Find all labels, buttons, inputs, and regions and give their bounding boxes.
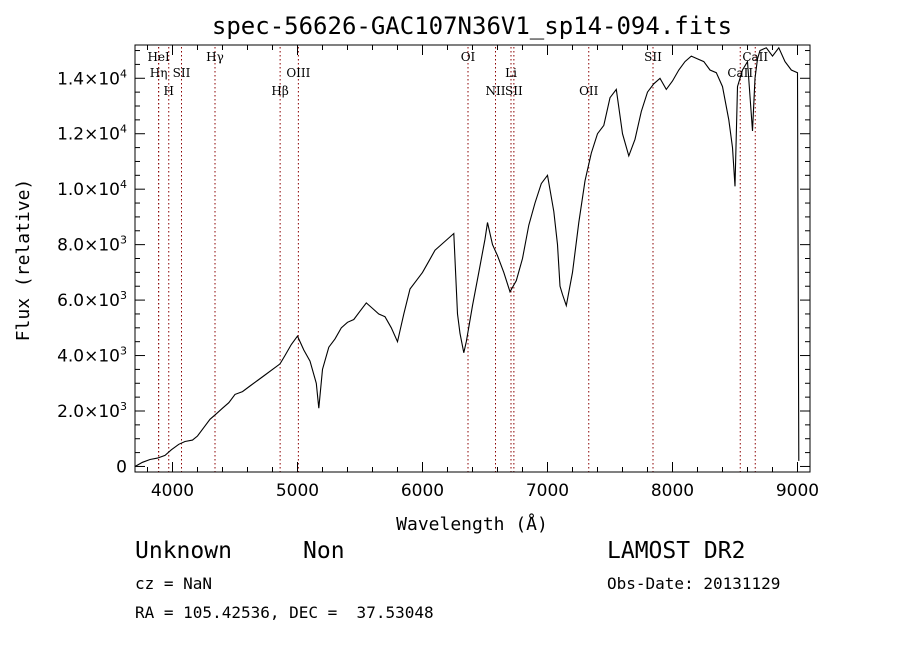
ticks-layer: 4000 5000 6000 7000 8000 9000 0 2.0×103 4.0×103 6… [57,45,819,501]
x-tick-label: 9000 [776,481,819,501]
y-tick-exponent: 4 [120,123,127,136]
spectral-line-label: HeI [147,50,170,64]
spectral-line-label: Li [505,66,517,80]
series-layer [134,46,800,467]
spectrum-line [134,46,800,467]
y-tick-exponent: 3 [120,234,127,247]
y-tick-exponent: 4 [120,67,127,80]
spectral-line-label: Hγ [206,50,224,64]
survey-name: LAMOST DR2 [607,538,746,564]
spectral-line-label: CaII [727,66,753,80]
x-tick-label: 7000 [526,481,569,501]
object-class: Unknown [135,538,232,564]
y-tick-label: 0 [116,457,127,477]
spectral-line-label: Hβ [271,84,288,98]
y-axis-label: Flux (relative) [13,179,34,342]
spectral-line-label: OI [461,50,476,64]
y-tick-label: 6.0×103 [57,289,127,311]
x-axis-label: Wavelength (Å) [396,513,548,535]
y-tick-label: 1.4×104 [57,67,127,89]
y-tick-exponent: 4 [120,178,127,191]
spectral-line-label: H [164,84,174,98]
y-tick-exponent: 3 [120,289,127,302]
spectral-line-label: Hη [150,66,168,80]
obs-date: Obs-Date: 20131129 [607,574,781,593]
coordinates: RA = 105.42536, DEC = 37.53048 [135,603,434,622]
y-tick-label: 2.0×103 [57,400,127,422]
object-subclass: Non [303,538,345,564]
y-tick-exponent: 3 [120,345,127,358]
spectral-line-label: SII [644,50,662,64]
spectral-line-label: SII [173,66,191,80]
spectral-line-label: NII [486,84,506,98]
redshift-cz: cz = NaN [135,574,213,593]
x-tick-label: 6000 [401,481,444,501]
x-tick-label: 4000 [151,481,194,501]
spectral-line-label: SII [505,84,523,98]
x-tick-label: 8000 [651,481,694,501]
plot-frame [134,44,811,473]
spectral-line-label: CaII [742,50,768,64]
y-tick-exponent: 3 [120,400,127,413]
x-tick-label: 5000 [276,481,319,501]
spectral-line-label: OIII [286,66,310,80]
spectral-line-label: OII [579,84,599,98]
y-tick-label: 1.2×104 [57,123,127,145]
y-tick-label: 8.0×103 [57,234,127,256]
chart-title: spec-56626-GAC107N36V1_sp14-094.fits [212,12,732,40]
y-tick-label: 1.0×104 [57,178,127,200]
y-tick-label: 4.0×103 [57,345,127,367]
